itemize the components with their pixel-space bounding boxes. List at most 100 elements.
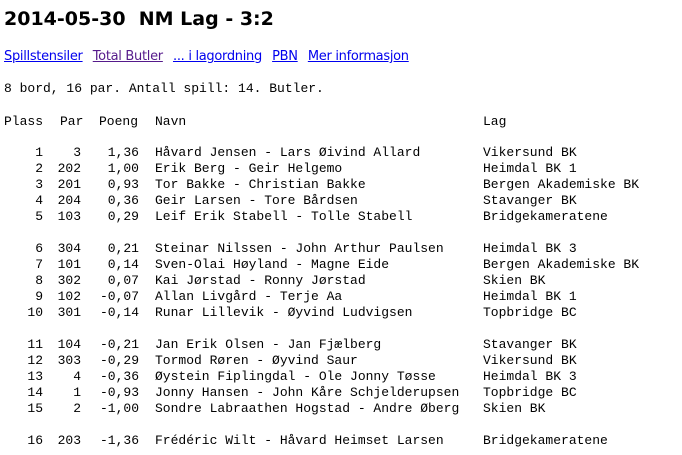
cell-poeng: 1,36 (107, 145, 139, 160)
table-row: 12 303 -0,29 Tormod Røren - Øyvind Saur Vike… (0, 353, 682, 369)
link-total-butler[interactable]: Total Butler (92, 49, 163, 64)
cell-par: 202 (57, 161, 81, 176)
table-row: 8 302 0,07 Kai Jørstad - Ronny Jørstad Skien… (0, 273, 682, 289)
cell-par: 301 (57, 305, 81, 320)
link-lagordning[interactable]: ... i lagordning (172, 49, 262, 64)
cell-poeng: -0,36 (99, 369, 139, 384)
cell-navn: Håvard Jensen - Lars Øivind Allard (155, 145, 421, 160)
cell-plass: 13 (27, 369, 43, 384)
table-header: Plass Par Poeng Navn Lag (0, 114, 682, 130)
table-row: 13 4 -0,36 Øystein Fiplingdal - Ole Jonny T… (0, 369, 682, 385)
cell-navn: Sondre Labraathen Hogstad - Andre Øberg (155, 401, 460, 416)
cell-par: 302 (57, 273, 81, 288)
cell-plass: 11 (27, 337, 43, 352)
cell-navn: Steinar Nilssen - John Arthur Paulsen (155, 241, 444, 256)
cell-lag: Vikersund BK (483, 145, 577, 160)
cell-navn: Jonny Hansen - John Kåre Schjelderupsen (155, 385, 460, 400)
table-row: 3 201 0,93 Tor Bakke - Christian Bakke Berge… (0, 177, 682, 193)
cell-plass: 5 (35, 209, 43, 224)
table-row: 5 103 0,29 Leif Erik Stabell - Tolle Stabel… (0, 209, 682, 225)
table-row: 6 304 0,21 Steinar Nilssen - John Arthur Pa… (0, 241, 682, 257)
table-row: 14 1 -0,93 Jonny Hansen - John Kåre Schjeld… (0, 385, 682, 401)
cell-navn: Allan Livgård - Terje Aa (155, 289, 343, 304)
cell-lag: Bridgekameratene (483, 209, 608, 224)
table-row: 1 3 1,36 Håvard Jensen - Lars Øivind Allard… (0, 145, 682, 161)
cell-navn: Tor Bakke - Christian Bakke (155, 177, 366, 192)
cell-poeng: 0,93 (107, 177, 139, 192)
cell-poeng: 0,07 (107, 273, 139, 288)
cell-poeng: -0,07 (99, 289, 139, 304)
cell-plass: 1 (35, 145, 43, 160)
cell-poeng: 0,29 (107, 209, 139, 224)
cell-navn: Tormod Røren - Øyvind Saur (155, 353, 358, 368)
cell-plass: 12 (27, 353, 43, 368)
header-plass: Plass (4, 114, 44, 129)
cell-par: 2 (73, 401, 81, 416)
cell-plass: 8 (35, 273, 43, 288)
cell-lag: Vikersund BK (483, 353, 577, 368)
cell-lag: Topbridge BC (483, 305, 577, 320)
link-spillstensiler[interactable]: Spillstensiler (4, 49, 83, 64)
cell-poeng: -0,14 (99, 305, 139, 320)
header-poeng: Poeng (99, 114, 139, 129)
cell-navn: Sven-Olai Høyland - Magne Eide (155, 257, 390, 272)
cell-plass: 10 (27, 305, 43, 320)
tournament-info: 8 bord, 16 par. Antall spill: 14. Butler… (4, 81, 324, 96)
cell-navn: Frédéric Wilt - Håvard Heimset Larsen (155, 433, 444, 448)
cell-poeng: -1,36 (99, 433, 139, 448)
cell-plass: 16 (27, 433, 43, 448)
table-row: 4 204 0,36 Geir Larsen - Tore Bårdsen Stavan… (0, 193, 682, 209)
cell-plass: 15 (27, 401, 43, 416)
cell-poeng: -0,93 (99, 385, 139, 400)
table-row: 15 2 -1,00 Sondre Labraathen Hogstad - Andr… (0, 401, 682, 417)
link-mer-informasjon[interactable]: Mer informasjon (307, 49, 409, 64)
header-lag: Lag (483, 114, 507, 129)
cell-poeng: 1,00 (107, 161, 139, 176)
cell-lag: Stavanger BK (483, 337, 577, 352)
header-par: Par (60, 114, 84, 129)
cell-navn: Geir Larsen - Tore Bårdsen (155, 193, 358, 208)
table-row: 10 301 -0,14 Runar Lillevik - Øyvind Ludvig… (0, 305, 682, 321)
cell-par: 103 (57, 209, 81, 224)
cell-navn: Leif Erik Stabell - Tolle Stabell (155, 209, 413, 224)
cell-lag: Topbridge BC (483, 385, 577, 400)
cell-poeng: -0,21 (99, 337, 139, 352)
cell-lag: Heimdal BK 1 (483, 289, 577, 304)
cell-par: 101 (57, 257, 81, 272)
cell-par: 3 (73, 145, 81, 160)
cell-poeng: -1,00 (99, 401, 139, 416)
cell-poeng: 0,14 (107, 257, 139, 272)
cell-lag: Skien BK (483, 273, 546, 288)
link-pbn[interactable]: PBN (272, 49, 298, 64)
cell-poeng: -0,29 (99, 353, 139, 368)
cell-par: 104 (57, 337, 81, 352)
cell-lag: Bergen Akademiske BK (483, 257, 640, 272)
cell-poeng: 0,36 (107, 193, 139, 208)
table-row: 9 102 -0,07 Allan Livgård - Terje Aa Heimdal… (0, 289, 682, 305)
cell-par: 204 (57, 193, 81, 208)
cell-par: 304 (57, 241, 81, 256)
cell-navn: Erik Berg - Geir Helgemo (155, 161, 343, 176)
nav-links: Spillstensiler Total Butler ... i lagord… (4, 49, 415, 64)
cell-plass: 14 (27, 385, 43, 400)
cell-navn: Jan Erik Olsen - Jan Fjælberg (155, 337, 382, 352)
table-row: 11 104 -0,21 Jan Erik Olsen - Jan Fjælberg S… (0, 337, 682, 353)
cell-plass: 4 (35, 193, 43, 208)
cell-plass: 2 (35, 161, 43, 176)
cell-par: 4 (73, 369, 81, 384)
cell-lag: Heimdal BK 3 (483, 241, 577, 256)
cell-lag: Stavanger BK (483, 193, 577, 208)
table-row: 2 202 1,00 Erik Berg - Geir Helgemo Heimdal … (0, 161, 682, 177)
cell-par: 102 (57, 289, 81, 304)
cell-plass: 7 (35, 257, 43, 272)
cell-lag: Skien BK (483, 401, 546, 416)
cell-plass: 9 (35, 289, 43, 304)
cell-plass: 3 (35, 177, 43, 192)
cell-lag: Heimdal BK 1 (483, 161, 577, 176)
cell-lag: Bergen Akademiske BK (483, 177, 640, 192)
page-title: 2014-05-30 NM Lag - 3:2 (4, 8, 274, 30)
header-navn: Navn (155, 114, 187, 129)
cell-par: 1 (73, 385, 81, 400)
cell-lag: Bridgekameratene (483, 433, 608, 448)
cell-poeng: 0,21 (107, 241, 139, 256)
